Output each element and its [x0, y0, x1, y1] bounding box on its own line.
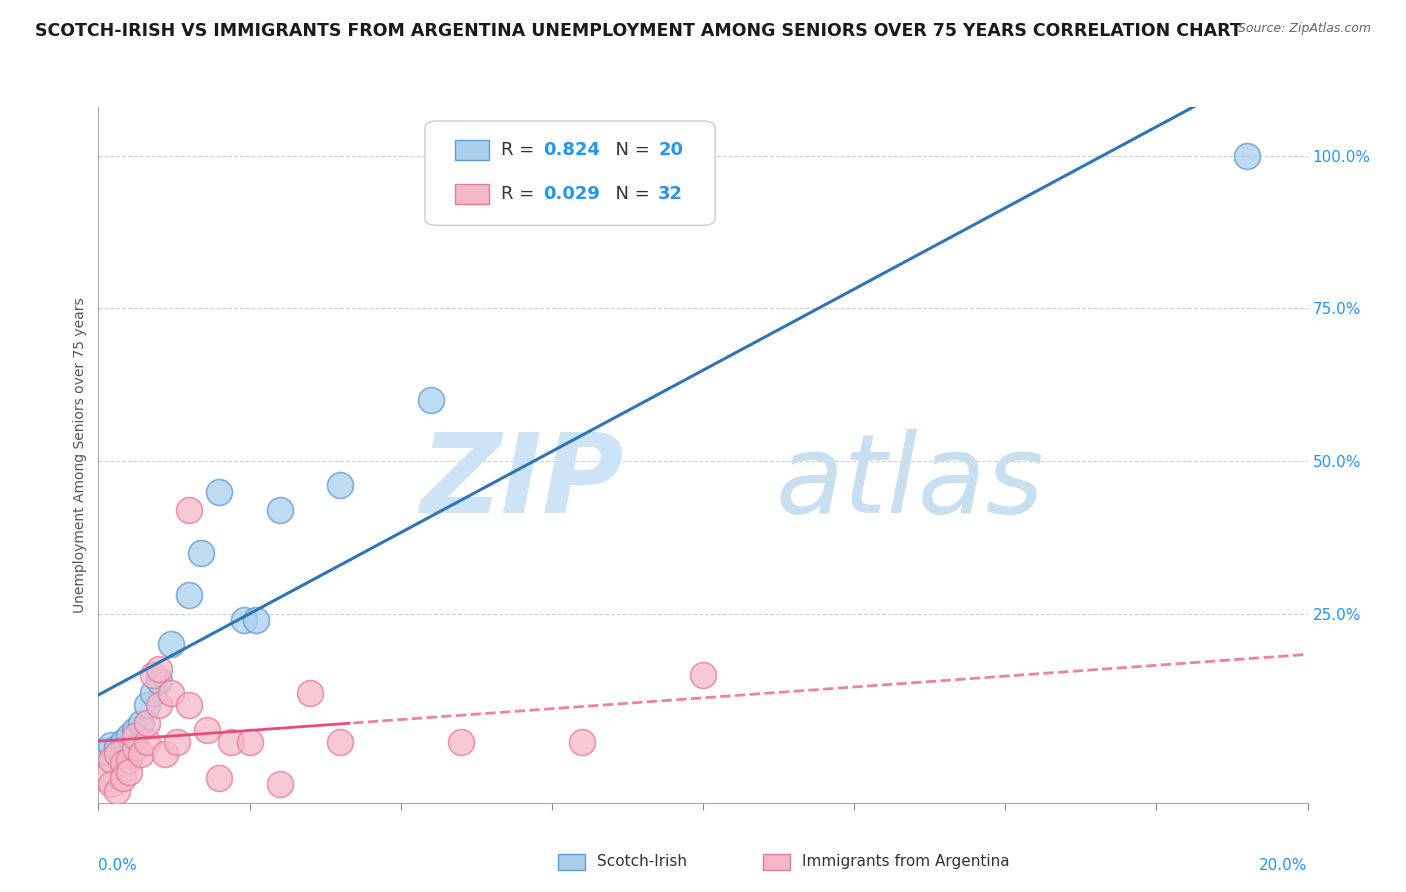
Point: [118, 753, 141, 767]
Point: [269, 503, 291, 517]
Point: [153, 747, 176, 761]
Text: 32: 32: [658, 185, 683, 203]
Point: [245, 613, 267, 627]
Point: [111, 756, 134, 771]
FancyBboxPatch shape: [425, 121, 716, 226]
Text: Immigrants from Argentina: Immigrants from Argentina: [803, 855, 1010, 870]
Point: [329, 478, 352, 492]
Point: [124, 729, 146, 743]
Point: [111, 735, 134, 749]
Point: [124, 740, 146, 755]
Point: [232, 613, 254, 627]
Point: [93, 744, 115, 758]
Point: [179, 588, 201, 602]
Point: [142, 686, 165, 700]
Point: [221, 735, 243, 749]
Point: [135, 735, 157, 749]
Text: R =: R =: [501, 141, 540, 159]
Text: 0.029: 0.029: [543, 185, 600, 203]
Point: [142, 667, 165, 681]
Point: [105, 783, 128, 797]
Bar: [456, 185, 489, 203]
Point: [118, 765, 141, 780]
Point: [148, 661, 170, 675]
Point: [450, 735, 472, 749]
Bar: [763, 855, 790, 870]
Text: N =: N =: [603, 185, 655, 203]
Point: [135, 716, 157, 731]
Point: [148, 698, 170, 713]
Point: [208, 484, 231, 499]
Text: atlas: atlas: [776, 429, 1045, 536]
Point: [105, 740, 128, 755]
Point: [100, 738, 122, 752]
Point: [129, 747, 152, 761]
Point: [179, 698, 201, 713]
Point: [111, 772, 134, 786]
Point: [420, 392, 443, 407]
Point: [299, 686, 322, 700]
Text: ZIP: ZIP: [420, 429, 624, 536]
Bar: [558, 855, 585, 870]
Text: 20: 20: [658, 141, 683, 159]
Point: [118, 729, 141, 743]
Point: [195, 723, 218, 737]
Point: [1236, 149, 1258, 163]
Point: [571, 735, 593, 749]
Point: [190, 545, 212, 559]
Point: [135, 698, 157, 713]
Point: [166, 735, 188, 749]
Bar: [456, 140, 489, 160]
Point: [148, 673, 170, 688]
Point: [179, 503, 201, 517]
Point: [100, 753, 122, 767]
Point: [329, 735, 352, 749]
Point: [160, 686, 183, 700]
Point: [269, 777, 291, 791]
Text: Scotch-Irish: Scotch-Irish: [596, 855, 686, 870]
Text: 0.824: 0.824: [543, 141, 600, 159]
Point: [692, 667, 714, 681]
Point: [160, 637, 183, 651]
Point: [129, 716, 152, 731]
Point: [93, 772, 115, 786]
Point: [105, 747, 128, 761]
Point: [239, 735, 262, 749]
Text: 20.0%: 20.0%: [1260, 858, 1308, 872]
Point: [208, 772, 231, 786]
Y-axis label: Unemployment Among Seniors over 75 years: Unemployment Among Seniors over 75 years: [73, 297, 87, 613]
Text: SCOTCH-IRISH VS IMMIGRANTS FROM ARGENTINA UNEMPLOYMENT AMONG SENIORS OVER 75 YEA: SCOTCH-IRISH VS IMMIGRANTS FROM ARGENTIN…: [35, 22, 1241, 40]
Text: Source: ZipAtlas.com: Source: ZipAtlas.com: [1237, 22, 1371, 36]
Text: R =: R =: [501, 185, 540, 203]
Point: [100, 777, 122, 791]
Point: [124, 723, 146, 737]
Text: N =: N =: [603, 141, 655, 159]
Text: 0.0%: 0.0%: [98, 858, 138, 872]
